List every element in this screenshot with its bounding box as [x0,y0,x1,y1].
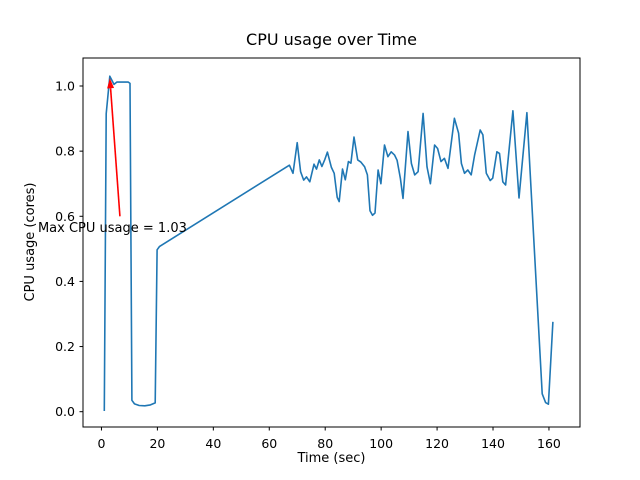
x-tick-label: 100 [369,436,393,451]
x-tick-label: 160 [537,436,561,451]
x-tick-label: 0 [97,436,105,451]
y-axis-ticks: 0.0 0.2 0.4 0.6 0.8 1.0 [55,79,83,419]
x-tick-label: 140 [481,436,505,451]
y-axis-label: CPU usage (cores) [23,183,38,302]
x-axis-label: Time (sec) [296,451,365,466]
x-tick-label: 20 [149,436,165,451]
y-tick-label: 0.4 [55,274,75,289]
y-tick-label: 1.0 [55,79,75,94]
y-tick-label: 0.0 [55,404,75,419]
x-tick-label: 120 [425,436,449,451]
annotation-arrow [109,88,121,217]
max-cpu-annotation: Max CPU usage = 1.03 [38,221,187,236]
x-tick-label: 80 [317,436,333,451]
y-tick-label: 0.8 [55,144,75,159]
y-tick-label: 0.6 [55,209,75,224]
chart-title: CPU usage over Time [246,30,417,49]
annotation-arrowhead-icon [107,78,115,89]
x-tick-label: 60 [261,436,277,451]
cpu-usage-line [103,75,554,412]
x-tick-label: 40 [205,436,221,451]
y-tick-label: 0.2 [55,339,75,354]
x-axis-ticks: 0 20 40 60 80 100 120 140 160 [97,427,561,451]
plot-area-border [82,57,581,428]
